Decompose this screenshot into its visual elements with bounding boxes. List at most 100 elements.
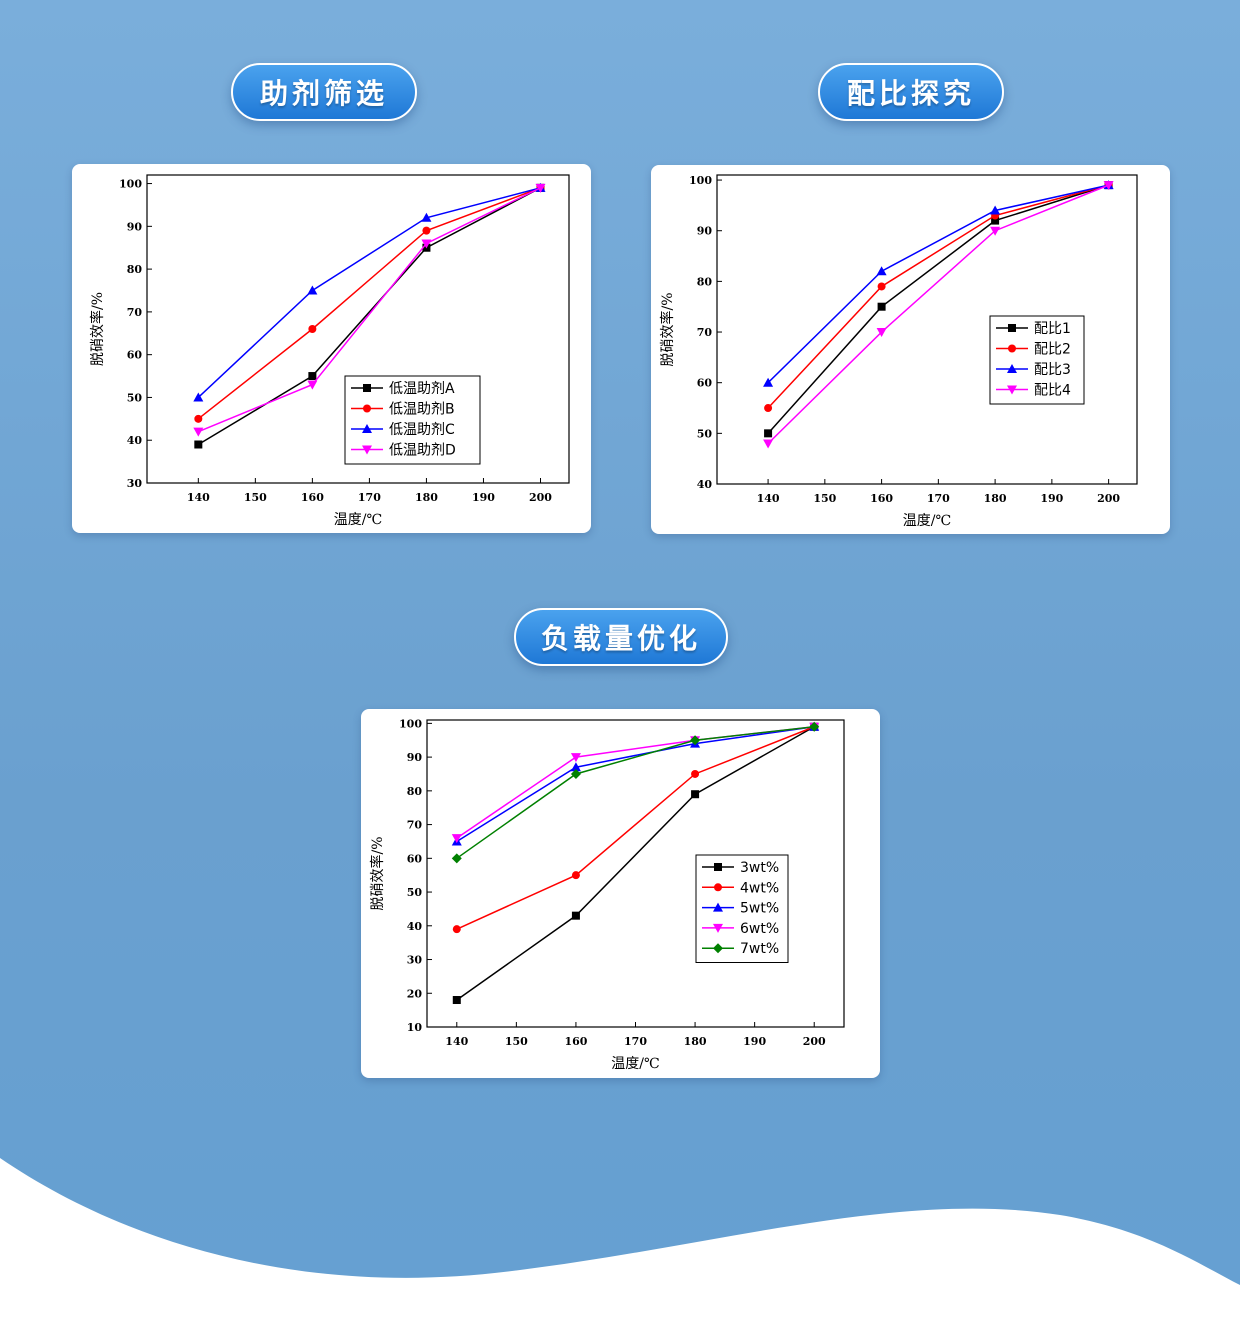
y-tick-label: 40: [407, 920, 423, 933]
section-title-additive-screening: 助剂筛选: [231, 63, 417, 121]
data-point: [809, 721, 820, 732]
data-point: [876, 328, 887, 338]
data-point: [691, 769, 700, 778]
data-point: [452, 996, 461, 1005]
legend-label: 配比2: [1034, 342, 1071, 358]
x-tick-label: 160: [870, 492, 893, 505]
legend-label: 5wt%: [740, 901, 779, 917]
y-tick-label: 80: [697, 275, 713, 288]
x-tick-label: 140: [445, 1035, 468, 1048]
series-line: [456, 726, 815, 1001]
legend-marker: [1007, 364, 1017, 373]
data-point: [877, 302, 886, 311]
y-axis-label: 脱硝效率/%: [369, 836, 386, 910]
chart-card-ratio: 140 150 160 170 180 190 200 40 50 60 70 80 90 100 温度/℃…: [651, 165, 1170, 534]
data-point: [990, 226, 1001, 236]
data-point: [194, 440, 203, 449]
data-point: [308, 372, 317, 381]
y-tick-label: 80: [127, 263, 143, 276]
x-tick-label: 180: [684, 1035, 707, 1048]
x-tick-label: 190: [1040, 492, 1063, 505]
series-3: [193, 183, 546, 437]
x-tick-label: 140: [757, 492, 780, 505]
legend-label: 低温助剂C: [389, 422, 455, 438]
x-tick-label: 150: [813, 492, 836, 505]
data-point: [763, 377, 774, 387]
series-line: [197, 187, 541, 446]
y-tick-label: 60: [407, 852, 423, 865]
x-tick-label: 200: [803, 1035, 826, 1048]
chart-card-loading: 140 150 160 170 180 190 200 10 20 30 40 50 60 70 80 90 1…: [361, 709, 880, 1078]
legend-marker: [714, 883, 722, 892]
data-point: [451, 853, 462, 864]
ratio-study-chart: 140 150 160 170 180 190 200 40 50 60 70 80 90 100 温度/℃…: [659, 174, 1138, 529]
legend-marker: [362, 424, 372, 433]
legend-marker: [363, 404, 371, 413]
plot-frame: [716, 174, 1138, 485]
legend-marker: [1008, 324, 1016, 332]
legend-box: [695, 854, 789, 963]
section-title-loading-optimization: 负载量优化: [514, 608, 728, 666]
data-point: [535, 183, 546, 193]
data-point: [991, 216, 1000, 225]
series-2: [451, 721, 820, 846]
data-point: [422, 226, 431, 235]
series-line: [197, 187, 541, 398]
y-tick-label: 70: [127, 306, 143, 319]
y-tick-label: 90: [697, 225, 713, 238]
y-tick-label: 90: [127, 220, 143, 233]
data-point: [877, 282, 886, 291]
data-point: [571, 911, 580, 920]
y-axis-label: 脱硝效率/%: [89, 292, 106, 366]
x-axis-label: 温度/℃: [334, 512, 382, 528]
legend-label: 7wt%: [740, 941, 779, 957]
x-tick-label: 170: [624, 1035, 647, 1048]
legend-marker: [713, 943, 723, 954]
series-2: [193, 182, 546, 402]
y-tick-label: 50: [697, 427, 713, 440]
y-axis-label: 脱硝效率/%: [659, 292, 676, 366]
chart-card-additive: 140 150 160 170 180 190 200 30 40 50 60 70 80 90 100 温度…: [72, 164, 591, 533]
series-line: [767, 184, 1109, 434]
series-line: [767, 184, 1109, 384]
y-tick-label: 100: [689, 174, 712, 187]
x-tick-label: 140: [187, 491, 210, 504]
data-point: [421, 212, 432, 222]
y-tick-label: 60: [697, 377, 713, 390]
y-tick-label: 70: [697, 326, 713, 339]
data-point: [193, 427, 204, 437]
legend-label: 配比1: [1034, 321, 1071, 337]
x-tick-label: 150: [244, 491, 267, 504]
y-tick-label: 100: [399, 717, 422, 730]
x-axis-label: 温度/℃: [611, 1056, 659, 1072]
data-point: [421, 239, 432, 249]
x-tick-label: 180: [984, 492, 1007, 505]
data-point: [307, 380, 318, 390]
series-4: [451, 721, 820, 864]
data-point: [764, 404, 773, 413]
series-line: [767, 184, 1109, 445]
legend-marker: [713, 902, 723, 912]
legend-marker: [363, 384, 371, 392]
x-tick-label: 200: [529, 491, 552, 504]
x-tick-label: 190: [472, 491, 495, 504]
data-point: [570, 762, 581, 772]
y-tick-label: 30: [127, 477, 143, 490]
legend-label: 低温助剂D: [389, 443, 456, 459]
legend-marker: [362, 445, 372, 455]
plot-frame: [146, 174, 570, 484]
x-tick-label: 150: [505, 1035, 528, 1048]
series-line: [456, 726, 815, 930]
legend-label: 低温助剂A: [389, 381, 455, 397]
data-point: [990, 205, 1001, 215]
y-tick-label: 20: [407, 987, 423, 1000]
data-point: [308, 325, 317, 333]
series-line: [767, 184, 1109, 409]
legend-label: 4wt%: [740, 880, 779, 896]
y-tick-label: 40: [697, 478, 713, 491]
additive-screening-chart: 140 150 160 170 180 190 200 30 40 50 60 70 80 90 100 温度…: [89, 174, 570, 528]
legend-marker: [714, 863, 722, 871]
data-point: [876, 266, 887, 276]
x-tick-label: 190: [743, 1035, 766, 1048]
legend: 3wt% 4wt% 5wt% 6wt% 7wt%: [695, 854, 789, 963]
